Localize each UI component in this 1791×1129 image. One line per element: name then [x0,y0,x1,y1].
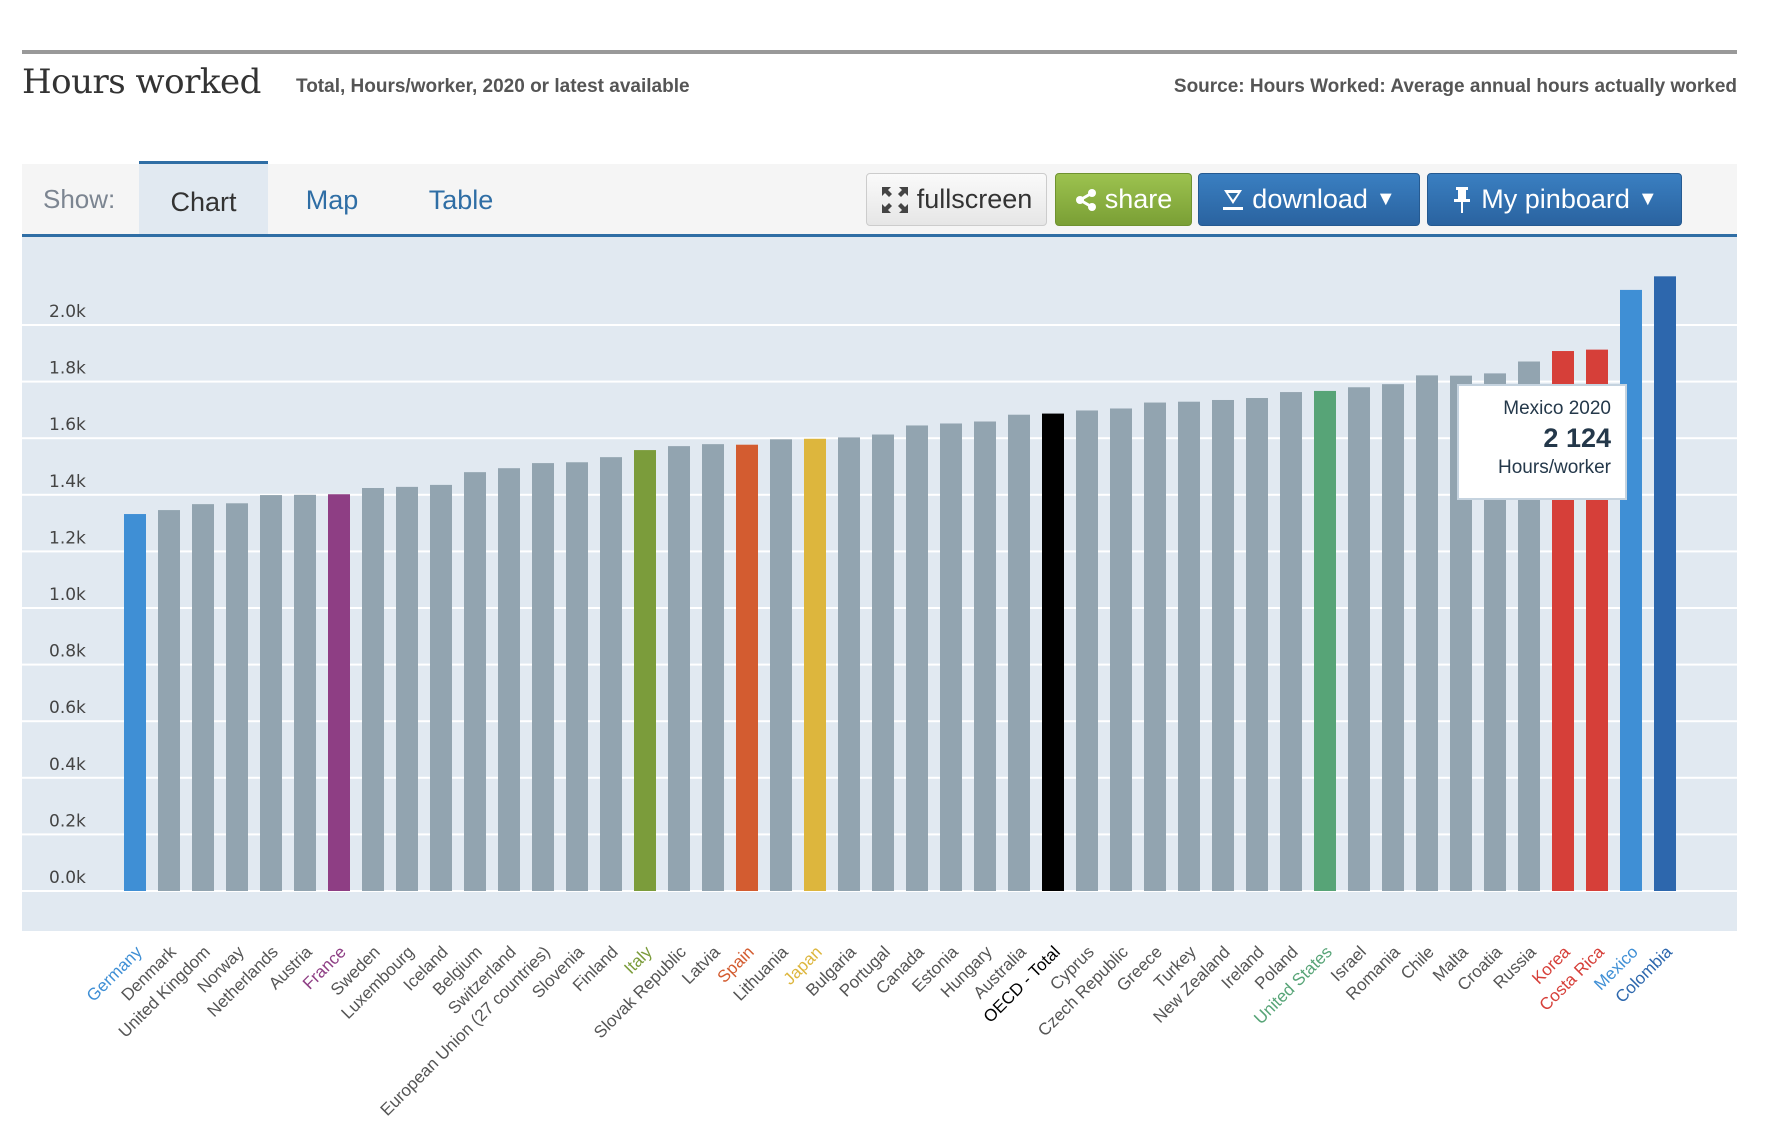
bar-latvia[interactable] [702,444,724,891]
bar-bulgaria[interactable] [838,437,860,891]
tab-map[interactable]: Map [305,185,359,215]
bar-austria[interactable] [294,494,316,891]
bar-norway[interactable] [226,503,248,891]
tab-table[interactable]: Table [428,185,494,215]
bar-switzerland[interactable] [498,468,520,891]
y-tick-label: 0.6k [49,698,86,718]
source-link[interactable]: Source: Hours Worked: Average annual hou… [1173,76,1737,97]
bar-croatia[interactable] [1484,373,1506,891]
bar-czech-republic[interactable] [1110,408,1132,891]
bar-united-kingdom[interactable] [192,504,214,891]
bar-portugal[interactable] [872,434,894,891]
y-tick-label: 2.0k [49,302,86,322]
tooltip-value: 2 124 [1543,423,1611,453]
fullscreen-label: fullscreen [916,184,1033,214]
share-label: share [1104,184,1173,214]
bar-poland[interactable] [1280,392,1302,891]
tooltip-title: Mexico 2020 [1503,398,1611,419]
bar-slovak-republic[interactable] [668,446,690,891]
download-label: download [1252,184,1368,214]
y-tick-label: 1.4k [49,472,86,492]
y-tick-label: 0.2k [49,811,86,831]
bar-lithuania[interactable] [770,439,792,891]
show-label: Show: [43,184,116,214]
pinboard-button[interactable]: My pinboard ▼ [1427,173,1682,226]
chart-title: Hours worked [22,62,261,102]
y-tick-label: 1.6k [49,415,86,435]
x-tick-label: Chile [1397,942,1438,983]
bar-finland[interactable] [600,457,622,891]
bar-cyprus[interactable] [1076,410,1098,891]
bar-ireland[interactable] [1246,398,1268,891]
bar-romania[interactable] [1382,384,1404,891]
bar-israel[interactable] [1348,387,1370,891]
bar-chile[interactable] [1416,375,1438,891]
bar-canada[interactable] [906,425,928,891]
bar-colombia[interactable] [1654,276,1676,892]
tooltip-unit: Hours/worker [1498,457,1611,478]
top-rule [22,50,1737,54]
gridline [22,380,1737,383]
bar-slovenia[interactable] [566,462,588,891]
bar-united-states[interactable] [1314,390,1336,891]
x-tick-label: Latvia [678,942,724,988]
bar-sweden[interactable] [362,488,384,891]
bar-greece[interactable] [1144,402,1166,891]
bar-estonia[interactable] [940,423,962,891]
pin-icon [1451,186,1473,214]
y-axis-ticks: 0.0k 0.2k 0.4k 0.6k 0.8k 1.0k 1.2k 1.4k 1.6k 1.8k… [49,302,86,888]
bar-netherlands[interactable] [260,495,282,891]
tooltip: Mexico 2020 2 124 Hours/worker [1457,384,1627,500]
pinboard-caret-icon: ▼ [1637,188,1658,210]
bar-spain[interactable] [736,444,758,891]
share-button[interactable]: share [1055,173,1192,226]
bar-japan[interactable] [804,438,826,891]
chart-subtitle: Total, Hours/worker, 2020 or latest avai… [296,76,690,97]
y-tick-label: 1.0k [49,585,86,605]
bar-australia[interactable] [1008,414,1030,891]
bar-belgium[interactable] [464,472,486,891]
y-tick-label: 1.2k [49,528,86,548]
bar-france[interactable] [328,494,350,891]
gridline [22,324,1737,326]
bar-luxembourg[interactable] [396,486,418,891]
download-icon [1222,187,1244,213]
bar-turkey[interactable] [1178,401,1200,891]
bar-malta[interactable] [1450,375,1472,892]
bar-iceland[interactable] [430,484,452,891]
bar-hungary[interactable] [974,421,996,891]
bar-oecd-total[interactable] [1042,413,1064,891]
fullscreen-button[interactable]: fullscreen [866,173,1047,226]
tab-chart[interactable]: Chart [139,161,268,234]
y-tick-label: 1.8k [49,359,86,379]
y-tick-label: 0.4k [49,755,86,775]
download-button[interactable]: download ▼ [1198,173,1420,226]
bar-mexico[interactable] [1620,289,1642,892]
bars [124,276,1676,892]
share-icon [1075,188,1097,212]
bar-italy[interactable] [634,450,656,891]
download-caret-icon: ▼ [1375,188,1396,210]
bar-denmark[interactable] [158,510,180,891]
toolbar: Show: Chart Map Table fullscreen [22,161,1737,237]
y-tick-label: 0.8k [49,642,86,662]
pinboard-label: My pinboard [1481,184,1630,214]
fullscreen-arrows-icon [881,186,909,214]
bar-germany[interactable] [124,514,146,891]
bar-new-zealand[interactable] [1212,399,1234,891]
bar-european-union-27-countries[interactable] [532,463,554,891]
y-tick-label: 0.0k [49,868,86,888]
